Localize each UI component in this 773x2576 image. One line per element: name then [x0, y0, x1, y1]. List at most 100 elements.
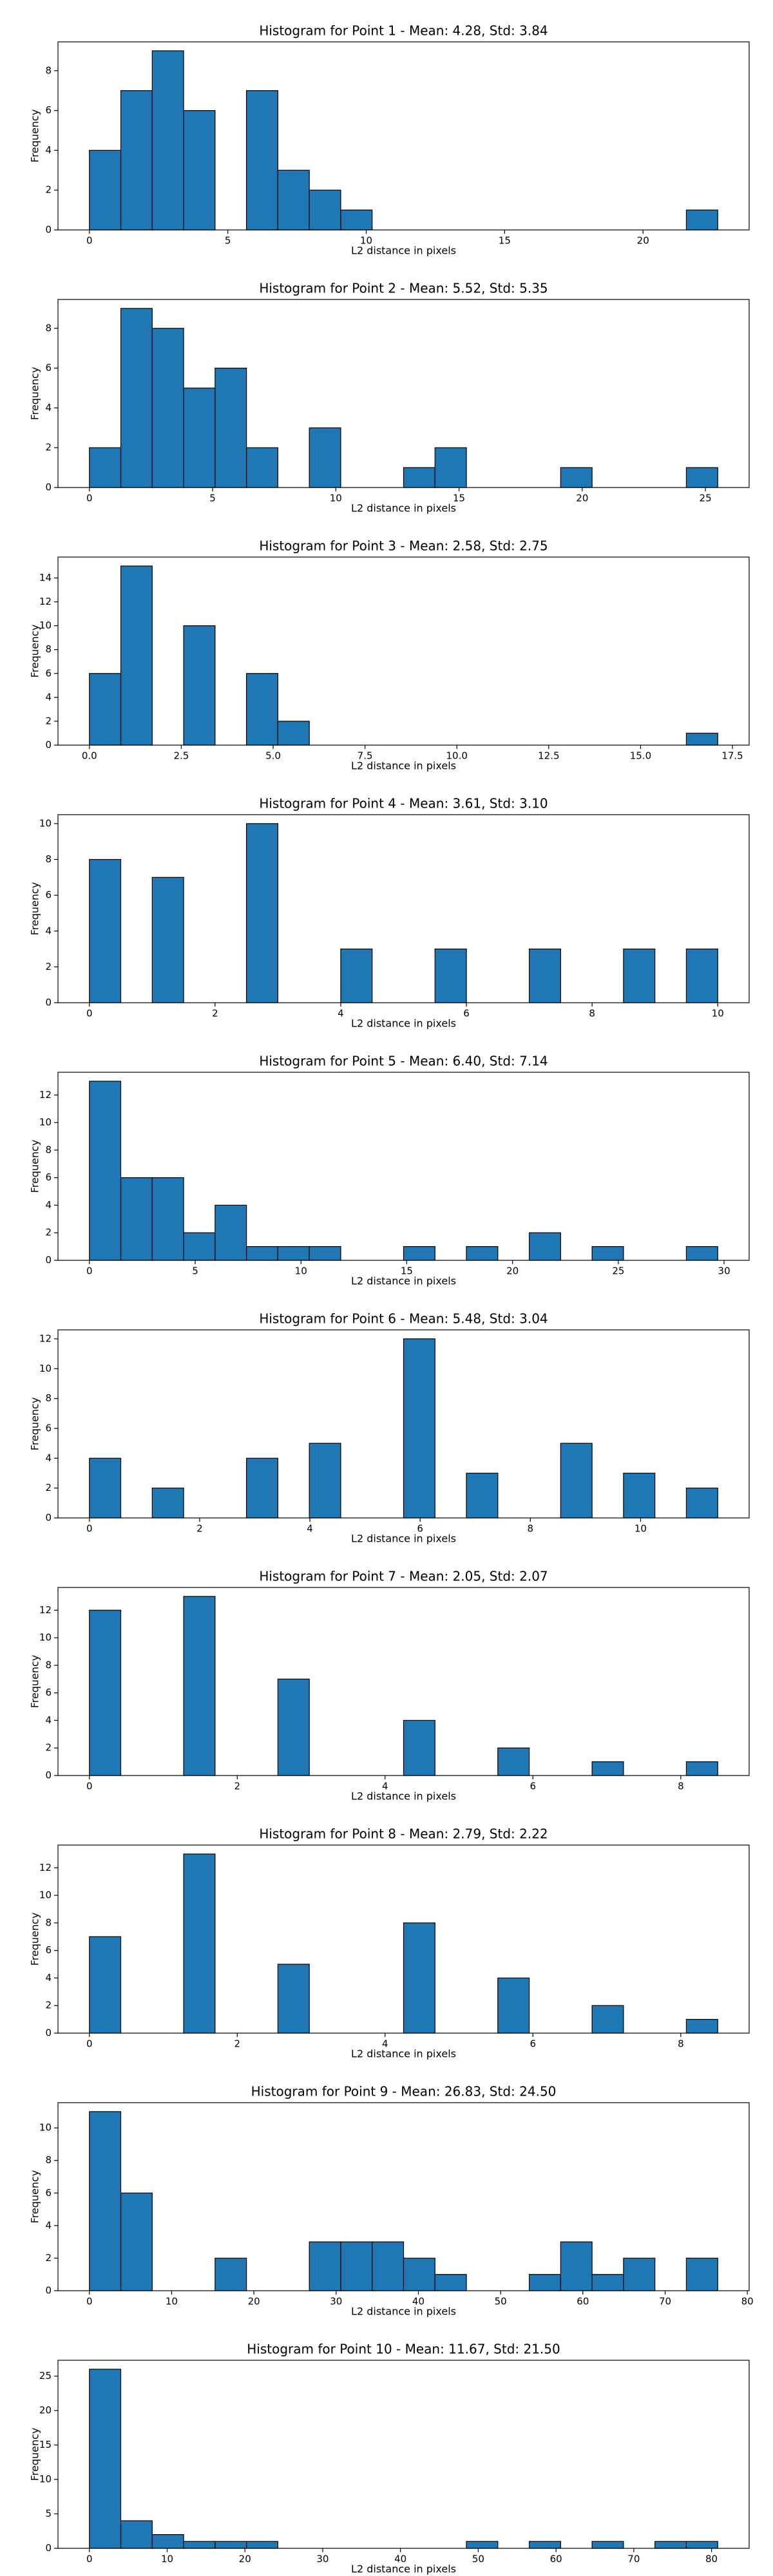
histogram-bar — [591, 1246, 624, 1261]
axes-frame — [57, 41, 750, 231]
x-tick-label: 0 — [86, 2296, 93, 2307]
y-tick-label: 4 — [45, 1452, 52, 1464]
histogram-bar — [89, 1081, 122, 1261]
y-tick-label: 0 — [45, 1770, 52, 1781]
y-tick-label: 4 — [45, 2219, 52, 2231]
histogram-bar — [89, 858, 122, 1003]
y-tick-label: 15 — [39, 2439, 52, 2450]
y-tick-label: 6 — [45, 1944, 52, 1956]
histogram-bar — [120, 2520, 153, 2549]
y-axis-label: Frequency — [29, 109, 41, 163]
x-tick-label: 5.0 — [265, 750, 281, 762]
y-tick-label: 8 — [45, 643, 52, 655]
histogram-bar — [623, 2257, 656, 2291]
x-tick-label: 8 — [678, 1781, 684, 1792]
histogram-bar — [591, 2274, 624, 2291]
y-axis-label: Frequency — [29, 2428, 41, 2481]
histogram-bar — [215, 2257, 247, 2291]
x-tick-label: 2.5 — [173, 750, 189, 762]
histogram-bar — [246, 823, 279, 1003]
y-tick-label: 2 — [45, 184, 52, 196]
histogram-bar — [183, 1232, 216, 1261]
x-axis-label: L2 distance in pixels — [351, 2563, 456, 2575]
histogram-bar — [183, 625, 216, 746]
axes-frame — [57, 1587, 750, 1776]
histogram-bar — [309, 189, 341, 231]
y-tick-label: 8 — [45, 1144, 52, 1155]
axes-frame — [57, 1844, 750, 2034]
x-tick-label: 4 — [338, 1008, 344, 1019]
x-tick-label: 8 — [678, 2038, 684, 2050]
axes-frame — [57, 2360, 750, 2549]
subplot: Histogram for Point 8 - Mean: 2.79, Std:… — [29, 1826, 750, 2060]
x-axis-label: L2 distance in pixels — [351, 2306, 456, 2318]
x-tick-label: 0 — [86, 1781, 93, 1792]
y-tick-label: 8 — [45, 1392, 52, 1404]
histogram-bar — [277, 1678, 310, 1776]
x-tick-label: 0 — [86, 493, 93, 504]
x-tick-label: 60 — [550, 2553, 562, 2565]
y-tick-label: 4 — [45, 925, 52, 936]
x-tick-label: 30 — [718, 1265, 730, 1277]
y-tick-label: 6 — [45, 889, 52, 901]
histogram-bar — [528, 1232, 561, 1261]
histogram-bar — [277, 721, 310, 746]
subplot: Histogram for Point 4 - Mean: 3.61, Std:… — [29, 796, 750, 1030]
histogram-bar — [685, 2019, 718, 2034]
x-tick-label: 4 — [307, 1523, 313, 1535]
x-tick-label: 50 — [495, 2296, 507, 2307]
histogram-bar — [89, 673, 122, 746]
axes-frame — [57, 1072, 750, 1261]
x-axis-label: L2 distance in pixels — [351, 1275, 456, 1287]
y-tick-label: 6 — [45, 1422, 52, 1434]
x-tick-label: 5 — [225, 235, 231, 247]
y-tick-label: 6 — [45, 667, 52, 679]
histogram-bar — [497, 1747, 530, 1776]
y-axis-label: Frequency — [29, 1140, 41, 1193]
y-tick-label: 0 — [45, 997, 52, 1009]
histogram-bar — [623, 948, 656, 1003]
y-tick-label: 12 — [39, 1332, 52, 1344]
x-tick-label: 0 — [86, 1008, 93, 1019]
x-tick-label: 2 — [234, 1781, 241, 1792]
x-tick-label: 20 — [239, 2553, 251, 2565]
x-tick-label: 60 — [577, 2296, 589, 2307]
y-tick-label: 0 — [45, 224, 52, 236]
subplot-title: Histogram for Point 2 - Mean: 5.52, Std:… — [259, 281, 548, 296]
y-tick-label: 12 — [39, 1604, 52, 1616]
histogram-bar — [277, 1246, 310, 1261]
histogram-bar — [309, 427, 341, 488]
histogram-bar — [340, 209, 373, 231]
y-tick-label: 4 — [45, 1199, 52, 1211]
x-tick-label: 15 — [499, 235, 511, 247]
y-tick-label: 0 — [45, 1512, 52, 1524]
x-tick-label: 20 — [576, 493, 588, 504]
subplot-title: Histogram for Point 6 - Mean: 5.48, Std:… — [259, 1311, 548, 1327]
y-tick-label: 10 — [39, 2122, 52, 2134]
x-tick-label: 6 — [463, 1008, 470, 1019]
x-tick-label: 5 — [209, 493, 216, 504]
x-tick-label: 0 — [86, 1523, 93, 1535]
histogram-bar — [246, 90, 279, 231]
axes-frame — [57, 2102, 750, 2291]
subplot-title: Histogram for Point 8 - Mean: 2.79, Std:… — [259, 1826, 548, 1842]
histogram-bar — [528, 2274, 561, 2291]
x-axis-label: L2 distance in pixels — [351, 2048, 456, 2060]
y-tick-label: 10 — [39, 620, 52, 631]
x-tick-label: 15.0 — [630, 750, 651, 762]
histogram-bar — [183, 110, 216, 231]
subplot: Histogram for Point 7 - Mean: 2.05, Std:… — [29, 1569, 750, 1803]
subplot-title: Histogram for Point 7 - Mean: 2.05, Std:… — [259, 1569, 548, 1584]
axes-frame — [57, 556, 750, 746]
x-axis-label: L2 distance in pixels — [351, 245, 456, 257]
subplot: Histogram for Point 2 - Mean: 5.52, Std:… — [29, 281, 750, 515]
histogram-bar — [497, 1977, 530, 2034]
y-tick-label: 0 — [45, 1255, 52, 1266]
subplot: Histogram for Point 10 - Mean: 11.67, St… — [29, 2342, 750, 2575]
histogram-bar — [685, 948, 718, 1003]
x-tick-label: 8 — [589, 1008, 595, 1019]
histogram-bar — [120, 1177, 153, 1261]
histogram-bar — [120, 308, 153, 488]
y-tick-label: 6 — [45, 1171, 52, 1183]
histogram-bar — [215, 1204, 247, 1261]
